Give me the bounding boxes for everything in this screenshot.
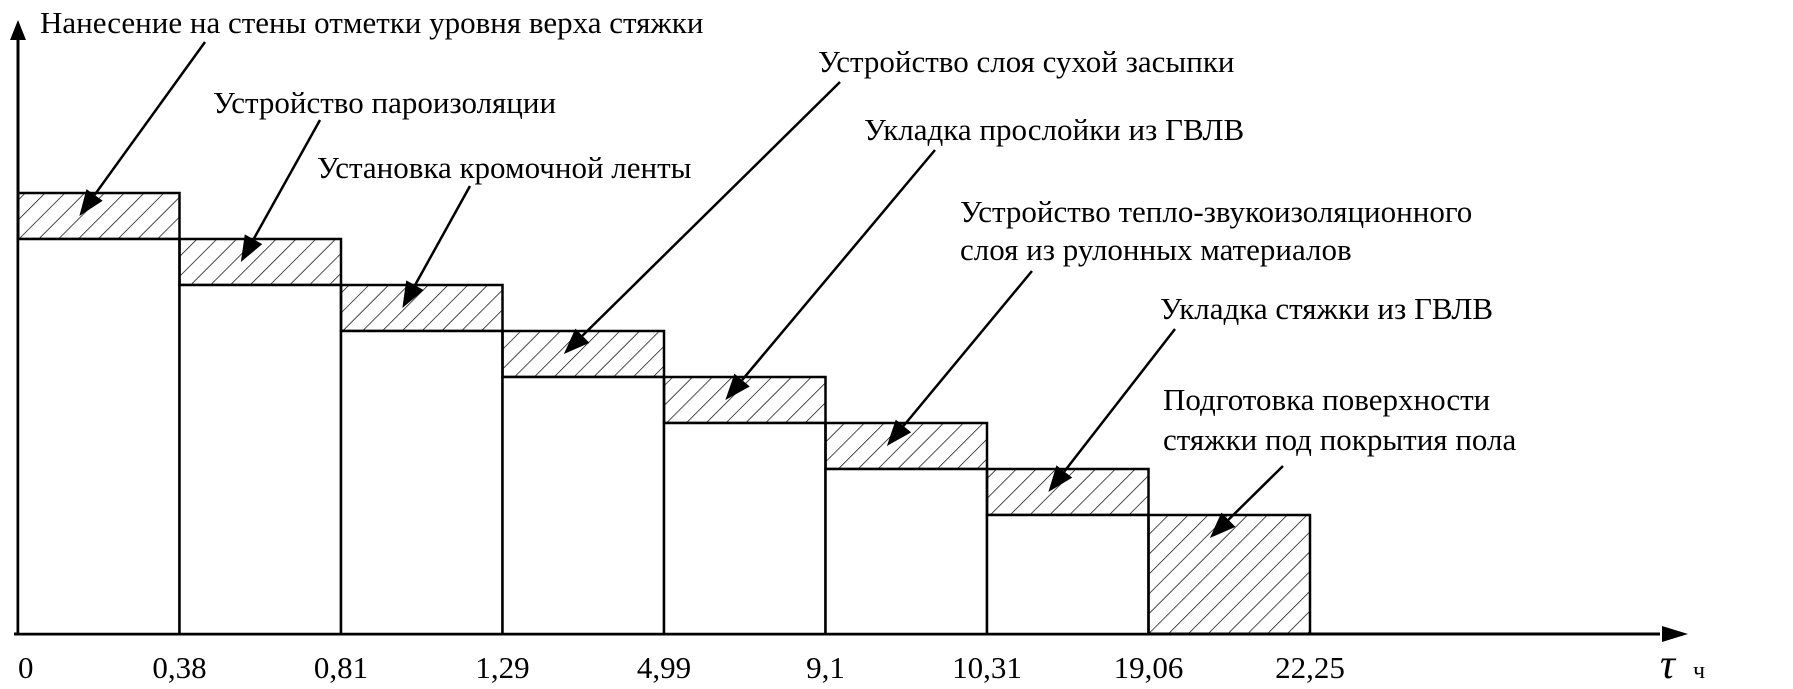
leader-line bbox=[741, 149, 936, 381]
leader-line bbox=[581, 81, 841, 337]
activity-label: Укладка прослойки из ГВЛВ bbox=[864, 112, 1244, 147]
leader-arrowhead bbox=[725, 373, 750, 400]
activity-label: Устройство тепло-звукоизоляционного слоя … bbox=[960, 194, 1472, 267]
x-tick-label: 0,38 bbox=[152, 650, 206, 685]
leader-line bbox=[1227, 465, 1284, 521]
x-tick-label: 4,99 bbox=[637, 650, 691, 685]
x-tick-label: 1,29 bbox=[475, 650, 529, 685]
x-tick-labels: 0 0,38 0,81 1,29 4,99 9,1 10,31 19,06 22,25 bbox=[18, 650, 1345, 685]
x-tick-label: 9,1 bbox=[806, 650, 845, 685]
remaining-column bbox=[178, 283, 343, 636]
leader-line bbox=[252, 119, 322, 240]
remaining-column bbox=[339, 329, 504, 636]
activity-label: Нанесение на стены отметки уровня верха … bbox=[40, 5, 703, 40]
remaining-column bbox=[985, 513, 1150, 636]
leader-arrowhead bbox=[79, 189, 103, 216]
leader-arrowhead bbox=[886, 419, 912, 446]
activity-label: Укладка стяжки из ГВЛВ bbox=[1160, 291, 1493, 326]
activity-labels: Нанесение на стены отметки уровня верха … bbox=[40, 5, 1516, 457]
leader-arrowhead bbox=[563, 328, 590, 354]
leader-arrowhead bbox=[1209, 512, 1236, 538]
leader-line bbox=[93, 41, 207, 196]
x-tick-label: 0,81 bbox=[314, 650, 368, 685]
activity-band bbox=[339, 283, 504, 333]
x-tick-label: 10,31 bbox=[952, 650, 1022, 685]
x-axis-arrow bbox=[1662, 626, 1688, 642]
x-axis-unit: ч bbox=[1693, 658, 1705, 684]
activity-band bbox=[178, 237, 343, 287]
activity-label: Установка кромочной ленты bbox=[317, 150, 692, 185]
activity-band bbox=[1147, 513, 1312, 636]
leader-arrowhead bbox=[240, 234, 263, 262]
leader-arrowhead bbox=[402, 280, 424, 308]
remaining-column bbox=[16, 237, 181, 636]
x-tick-label: 22,25 bbox=[1275, 650, 1345, 685]
remaining-column bbox=[824, 467, 989, 636]
leader-line bbox=[902, 270, 1033, 427]
x-tick-label: 0 bbox=[18, 650, 34, 685]
leader-line bbox=[1063, 328, 1176, 473]
activity-arrows bbox=[79, 41, 1284, 538]
remaining-column bbox=[662, 421, 827, 636]
activity-label: Подготовка поверхности стяжки под покрыти… bbox=[1163, 382, 1516, 457]
activity-label: Устройство пароизоляции bbox=[213, 85, 556, 120]
activity-label: Устройство слоя сухой засыпки bbox=[818, 44, 1234, 79]
leader-arrowhead bbox=[1048, 465, 1073, 492]
leader-line bbox=[413, 185, 472, 286]
x-tick-label: 19,06 bbox=[1114, 650, 1184, 685]
remaining-column bbox=[501, 375, 666, 636]
activity-bars bbox=[16, 191, 1312, 636]
x-axis-label: τ bbox=[1660, 642, 1677, 688]
y-axis-arrow bbox=[10, 20, 26, 40]
